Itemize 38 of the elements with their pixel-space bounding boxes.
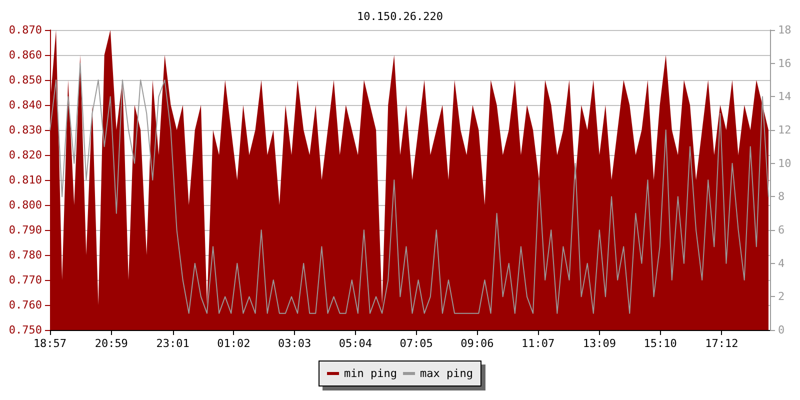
x-tick-label: 17:12 bbox=[705, 337, 738, 350]
y-tick-label: 0.850 bbox=[8, 74, 42, 86]
y2-tick-label: 10 bbox=[778, 156, 792, 170]
y-tick-label: 0.780 bbox=[8, 248, 42, 262]
y-tick-label: 0.770 bbox=[8, 274, 42, 286]
y2-tick-label: 0 bbox=[778, 324, 785, 336]
y-tick-label: 0.800 bbox=[8, 198, 42, 212]
y-tick-label: 0.810 bbox=[8, 174, 42, 186]
y-tick-label: 0.870 bbox=[8, 24, 42, 36]
y2-tick-label: 2 bbox=[778, 290, 785, 304]
x-tick-label: 15:10 bbox=[644, 337, 677, 350]
legend-label: min ping bbox=[344, 367, 398, 380]
y2-tick-label: 12 bbox=[778, 124, 792, 136]
x-tick-label: 20:59 bbox=[94, 337, 128, 350]
y2-tick-label: 6 bbox=[778, 224, 785, 236]
chart-title: 10.150.26.220 bbox=[356, 10, 444, 23]
x-tick-label: 07:05 bbox=[400, 337, 433, 350]
y-tick-label: 0.760 bbox=[8, 298, 42, 312]
y-tick-label: 0.860 bbox=[8, 48, 42, 62]
y-tick-label: 0.790 bbox=[8, 224, 42, 236]
x-tick-label: 23:01 bbox=[156, 337, 190, 350]
x-tick-label: 01:02 bbox=[217, 337, 250, 350]
x-tick-label: 05:04 bbox=[338, 337, 372, 350]
y-tick-label: 0.820 bbox=[8, 148, 42, 162]
y-tick-label: 0.750 bbox=[8, 324, 42, 336]
y2-tick-label: 18 bbox=[778, 24, 792, 36]
x-tick-label: 09:06 bbox=[460, 337, 494, 350]
x-tick-label: 11:07 bbox=[521, 337, 555, 350]
y-tick-label: 0.830 bbox=[8, 124, 42, 136]
y2-tick-label: 14 bbox=[778, 90, 792, 104]
legend-label: max ping bbox=[420, 367, 473, 380]
x-tick-label: 03:03 bbox=[278, 337, 312, 350]
y2-tick-label: 4 bbox=[778, 256, 785, 270]
y-tick-label: 0.840 bbox=[8, 98, 42, 112]
x-tick-label: 13:09 bbox=[582, 337, 616, 350]
y2-tick-label: 8 bbox=[778, 190, 785, 204]
x-tick-label: 18:57 bbox=[33, 337, 67, 350]
y2-tick-label: 16 bbox=[778, 56, 792, 70]
